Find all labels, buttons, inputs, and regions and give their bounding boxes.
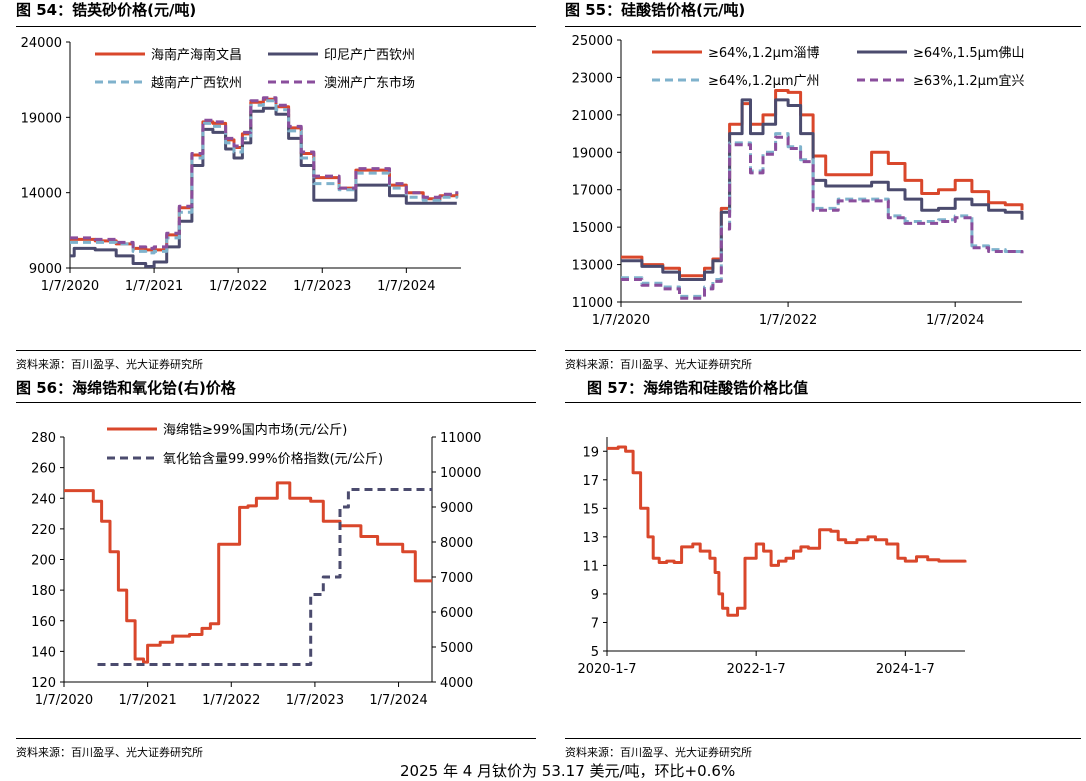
y-tick-label: 11000 [572,296,613,311]
y-tick-label: 5 [591,645,599,660]
divider [16,26,536,27]
x-tick-label: 1/7/2023 [293,279,351,294]
x-tick-label: 1/7/2022 [202,693,260,708]
series-line-4 [70,96,459,250]
panel-zircon-sand: 图 54：锆英砂价格(元/吨) 资料来源：百川盈孚、光大证券研究所 [16,0,536,372]
series-line-1 [607,445,967,617]
source-note: 资料来源：百川盈孚、光大证券研究所 [16,746,203,759]
y-tick-label: 7 [591,616,599,631]
divider [565,402,1081,403]
x-tick-label: 1/7/2021 [118,693,176,708]
x-tick-label: 1/7/2020 [35,693,93,708]
y-tick-label: 180 [31,584,56,599]
y-tick-label: 19 [582,445,599,460]
x-tick-label: 1/7/2020 [592,313,650,328]
y-tick-label: 24000 [21,36,62,51]
legend-label: ≥63%,1.2μm宜兴 [913,74,1025,89]
y-tick-label: 9000 [29,262,62,277]
y-tick-label: 23000 [572,71,613,86]
divider [565,738,1081,739]
panel-title: 图 54：锆英砂价格(元/吨) [16,1,197,19]
series-line-1 [621,89,1024,278]
y-tick-label: 220 [31,523,56,538]
x-tick-label: 1/7/2024 [377,279,435,294]
y2-tick-label: 11000 [440,431,481,446]
y2-tick-label: 7000 [440,571,473,586]
y2-tick-label: 10000 [440,466,481,481]
legend-label: 海绵锆≥99%国内市场(元/公斤) [163,422,347,438]
y-tick-label: 19000 [21,111,62,126]
y-tick-label: 15 [582,502,599,517]
y-tick-label: 15000 [572,221,613,236]
divider [16,402,536,403]
panel-sponge-zirconium-hafnium: 图 56：海绵锆和氧化铪(右)价格 资料来源：百川盈孚、光大证券研究所 [16,378,536,763]
x-tick-label: 1/7/2023 [286,693,344,708]
y-tick-label: 19000 [572,146,613,161]
x-tick-label: 2020-1-7 [577,662,636,677]
divider [565,350,1081,351]
x-tick-label: 1/7/2024 [926,313,984,328]
source-note: 资料来源：百川盈孚、光大证券研究所 [565,746,752,759]
legend-label: 氧化铪含量99.99%价格指数(元/公斤) [163,451,383,467]
y-tick-label: 120 [31,676,56,691]
panel-title: 图 55：硅酸锆价格(元/吨) [565,1,746,19]
series-line-4 [621,135,1024,300]
series-line-2 [70,106,457,268]
y-tick-label: 11 [582,559,599,574]
panel-title: 图 57：海绵锆和硅酸锆价格比值 [587,379,809,397]
x-tick-label: 1/7/2024 [369,693,427,708]
x-tick-label: 2022-1-7 [727,662,786,677]
y2-tick-label: 5000 [440,641,473,656]
y-tick-label: 140 [31,645,56,660]
y2-tick-label: 4000 [440,676,473,691]
legend-label: 印尼产广西钦州 [324,48,415,63]
legend-label: 海南产海南文昌 [151,47,242,63]
series-line-2 [621,98,1024,281]
divider [565,26,1081,27]
legend-label: ≥64%,1.2μm广州 [708,74,820,89]
x-tick-label: 2024-1-7 [876,662,935,677]
y-tick-label: 9 [591,588,599,603]
y-tick-label: 13000 [572,259,613,274]
y-tick-label: 260 [31,462,56,477]
legend-label: 澳洲产广东市场 [324,75,415,91]
x-tick-label: 1/7/2022 [759,313,817,328]
source-note: 资料来源：百川盈孚、光大证券研究所 [565,358,752,371]
y-tick-label: 13 [582,531,599,546]
source-note: 资料来源：百川盈孚、光大证券研究所 [16,358,203,371]
y2-tick-label: 6000 [440,606,473,621]
legend-label: ≥64%,1.2μm淄博 [708,46,820,61]
legend-label: 越南产广西钦州 [151,75,242,91]
panel-price-ratio: 图 57：海绵锆和硅酸锆价格比值 资料来源：百川盈孚、光大证券研究所 [565,378,1081,763]
y-tick-label: 200 [31,554,56,569]
x-tick-label: 1/7/2022 [209,279,267,294]
divider [16,738,536,739]
y2-tick-label: 8000 [440,536,473,551]
y-tick-label: 21000 [572,109,613,124]
y-tick-label: 17 [582,474,599,489]
x-tick-label: 1/7/2020 [41,279,99,294]
y-tick-label: 17000 [572,184,613,199]
y-tick-label: 240 [31,492,56,507]
y-tick-label: 25000 [572,34,613,49]
x-tick-label: 1/7/2021 [125,279,183,294]
y-tick-label: 14000 [21,187,62,202]
y2-tick-label: 9000 [440,501,473,516]
legend-label: ≥64%,1.5μm佛山 [913,46,1025,61]
y-tick-label: 280 [31,431,56,446]
series-line-2 [97,488,432,666]
panel-zirconium-silicate: 图 55：硅酸锆价格(元/吨) 资料来源：百川盈孚、光大证券研究所 [565,0,1081,372]
panel-title: 图 56：海绵锆和氧化铪(右)价格 [16,379,236,397]
y-tick-label: 160 [31,615,56,630]
divider [16,350,536,351]
footer-text: 2025 年 4 月钛价为 53.17 美元/吨，环比+0.6% [400,762,736,780]
